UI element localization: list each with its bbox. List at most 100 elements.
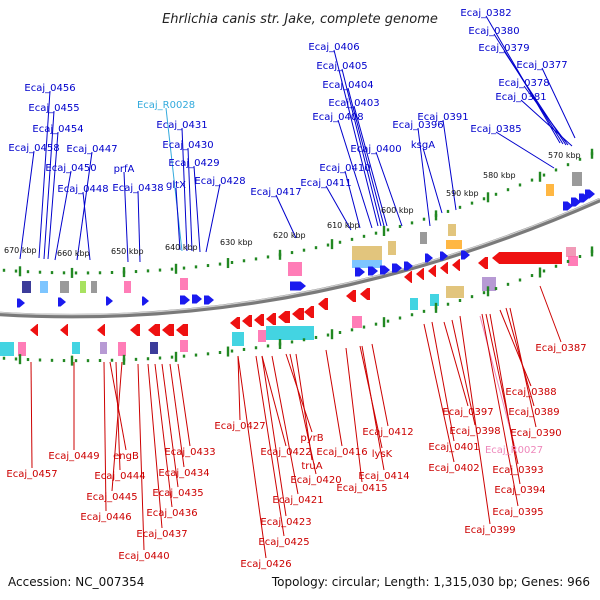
- outer-ring-dot: [206, 264, 210, 268]
- gene-label-text: Ecaj_0414: [358, 471, 409, 482]
- gene-feature-block: [482, 277, 496, 291]
- gene-label-text: Ecaj_0379: [478, 43, 529, 54]
- genome-backbone: [0, 197, 600, 319]
- label-leader-line: [481, 313, 519, 507]
- map-title: Ehrlichia canis str. Jake, complete geno…: [162, 12, 438, 27]
- inner-ring-major-tick: [122, 354, 126, 365]
- inner-ring-dot: [182, 354, 186, 358]
- plus-strand-gene-arrow: [58, 297, 66, 307]
- gene-label-text: Ecaj_0437: [136, 529, 187, 540]
- label-leader-line: [541, 67, 576, 139]
- label-leader-line: [187, 147, 193, 252]
- label-leader-line: [509, 307, 537, 428]
- minus-strand-gene-arrow: [97, 324, 105, 336]
- label-leader-line: [161, 363, 179, 488]
- kbp-tick-label: 660 kbp: [57, 249, 90, 258]
- inner-ring-dot: [542, 269, 546, 273]
- outer-ring-dot: [158, 268, 162, 272]
- outer-ring-major-tick: [434, 210, 438, 221]
- inner-ring-dot: [518, 278, 522, 282]
- gene-label-text: Ecaj_0448: [57, 184, 108, 195]
- label-leader-line: [359, 345, 383, 449]
- plus-strand-gene-arrow: [380, 265, 390, 275]
- outer-ring-major-tick: [278, 249, 282, 260]
- plus-strand-gene-arrow: [392, 263, 402, 273]
- gene-label-text: Ecaj_0427: [214, 421, 265, 432]
- label-leader-line: [499, 309, 532, 387]
- gene-label-text: Ecaj_0389: [508, 407, 559, 418]
- gene-label-text: Ecaj_0422: [260, 447, 311, 458]
- inner-ring-dot: [158, 356, 162, 360]
- plus-strand-gene-arrow: [425, 253, 433, 263]
- inner-ring-dot: [26, 358, 30, 362]
- gene-feature-block: [91, 281, 97, 293]
- minus-strand-gene-arrow: [162, 324, 174, 336]
- outer-ring-dot: [218, 262, 222, 266]
- gene-feature-block: [22, 281, 31, 293]
- label-leader-line: [459, 315, 491, 525]
- genome-backbone-highlight: [0, 197, 600, 316]
- label-leader-line: [30, 361, 33, 469]
- inner-ring-dot: [254, 346, 258, 350]
- minus-strand-gene-arrow: [318, 298, 328, 310]
- minus-strand-gene-arrow: [292, 308, 304, 320]
- gene-label-text: Ecaj_0398: [449, 426, 500, 437]
- inner-ring-dot: [506, 282, 510, 286]
- gene-label-text: Ecaj_0428: [194, 176, 245, 187]
- gene-label-text: Ecaj_0394: [494, 485, 545, 496]
- label-leader-line: [345, 347, 363, 483]
- label-leader-line: [111, 361, 123, 492]
- label-leader-line: [261, 355, 287, 517]
- plus-strand-gene-arrow: [440, 251, 448, 261]
- outer-ring-dot: [566, 163, 570, 167]
- label-leader-line: [417, 127, 431, 227]
- inner-ring-dot: [374, 322, 378, 326]
- inner-ring-dot: [218, 351, 222, 354]
- gene-label-text: Ecaj_0430: [162, 140, 213, 151]
- gene-label-text: Ecaj_0417: [250, 187, 301, 198]
- outer-ring-dot: [506, 188, 510, 192]
- outer-ring-dot: [338, 240, 342, 244]
- label-leader-line: [275, 194, 297, 239]
- outer-ring-dot: [326, 243, 330, 247]
- gene-label-text: Ecaj_0402: [428, 463, 479, 474]
- plus-strand-gene-arrow: [571, 197, 581, 207]
- minus-strand-gene-arrow: [242, 315, 252, 327]
- plus-strand-gene-arrow: [355, 267, 365, 277]
- gene-feature-block: [80, 281, 86, 293]
- label-leader-line: [193, 165, 201, 253]
- gene-feature-block: [420, 232, 427, 244]
- inner-ring-major-tick: [278, 339, 282, 349]
- gene-label-text: Ecaj_0400: [350, 144, 401, 155]
- label-leader-line: [485, 313, 519, 465]
- gene-feature-block: [124, 281, 131, 293]
- gene-label-text: Ecaj_0446: [80, 512, 131, 523]
- gene-label-text: Ecaj_0410: [319, 163, 370, 174]
- outer-ring-dot: [146, 269, 150, 273]
- label-leader-line: [19, 150, 35, 260]
- gene-label-text: Ecaj_0440: [118, 551, 169, 562]
- inner-ring-dot: [386, 319, 390, 323]
- label-leader-line: [154, 363, 173, 508]
- gene-label-text: Ecaj_0393: [492, 465, 543, 476]
- inner-ring-major-tick: [174, 351, 178, 362]
- gene-label-text: Ecaj_0377: [516, 60, 567, 71]
- gene-label-text: Ecaj_0405: [316, 61, 367, 72]
- outer-ring-dot: [194, 265, 198, 269]
- outer-ring-dot: [182, 266, 186, 270]
- gene-label-text: Ecaj_0425: [258, 537, 309, 548]
- gene-feature-block: [410, 298, 418, 310]
- minus-strand-gene-arrow: [254, 314, 264, 326]
- gene-label-text: Ecaj_0454: [32, 124, 83, 135]
- gene-label-text: truA: [301, 461, 322, 472]
- label-leader-line: [422, 147, 443, 214]
- inner-ring-dot: [74, 359, 78, 363]
- label-leader-line: [237, 355, 241, 421]
- outer-ring-dot: [242, 259, 246, 263]
- gene-feature-block: [388, 241, 396, 255]
- minus-strand-gene-arrow: [404, 271, 412, 283]
- kbp-tick-label: 620 kbp: [273, 231, 306, 240]
- label-leader-line: [175, 187, 181, 251]
- inner-ring-dot: [62, 359, 66, 363]
- outer-ring-dot: [314, 246, 318, 250]
